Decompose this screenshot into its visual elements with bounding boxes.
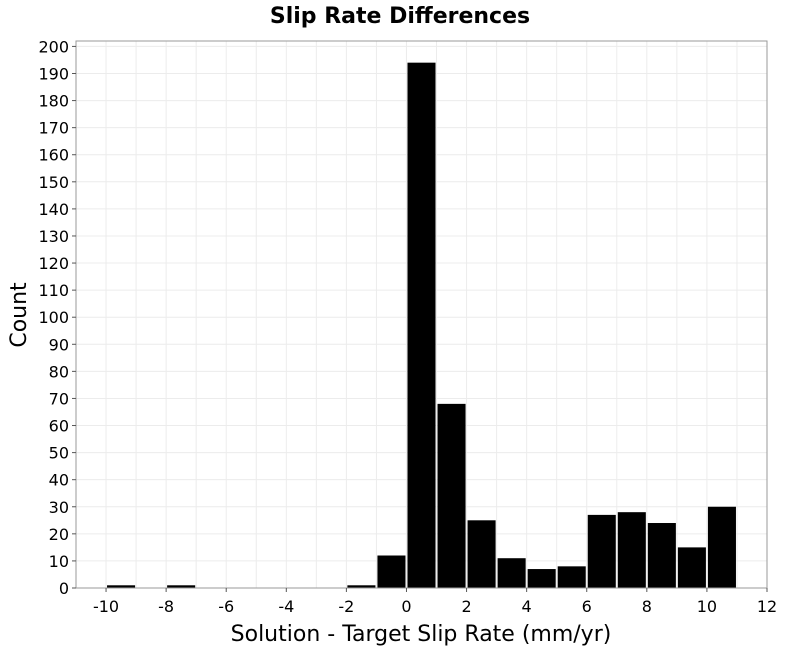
histogram-bar — [167, 585, 196, 588]
bars — [107, 62, 736, 588]
y-tick-label: 20 — [49, 525, 69, 544]
histogram-bar — [557, 566, 586, 588]
y-tick-label: 30 — [49, 498, 69, 517]
x-tick-label: 0 — [401, 597, 411, 616]
y-tick-label: 130 — [38, 227, 69, 246]
y-tick-label: 100 — [38, 308, 69, 327]
y-tick-label: 10 — [49, 552, 69, 571]
y-tick-label: 80 — [49, 362, 69, 381]
histogram-bar — [617, 512, 646, 588]
histogram-bar — [437, 403, 466, 588]
x-tick-label: -6 — [218, 597, 234, 616]
x-tick-label: 2 — [461, 597, 471, 616]
y-tick-label: 200 — [38, 37, 69, 56]
y-tick-label: 50 — [49, 444, 69, 463]
x-tick-label: 8 — [642, 597, 652, 616]
histogram-bar — [347, 585, 376, 588]
y-tick-label: 90 — [49, 335, 69, 354]
y-axis-label: Count — [7, 282, 32, 348]
histogram-bar — [677, 547, 706, 588]
y-tick-label: 60 — [49, 417, 69, 436]
x-tick-label: -2 — [338, 597, 354, 616]
y-tick-label: 140 — [38, 200, 69, 219]
y-tick-label: 40 — [49, 471, 69, 490]
plot-frame — [75, 40, 768, 589]
histogram-bar — [107, 585, 136, 588]
x-tick-label: -4 — [278, 597, 294, 616]
x-axis-label: Solution - Target Slip Rate (mm/yr) — [231, 622, 612, 647]
y-tick-label: 0 — [59, 579, 69, 598]
y-tick-label: 120 — [38, 254, 69, 273]
x-tick-label: 4 — [522, 597, 532, 616]
x-tick-label: 12 — [757, 597, 777, 616]
x-tick-label: -10 — [93, 597, 119, 616]
histogram-bar — [587, 514, 616, 588]
x-tick-label: 6 — [582, 597, 592, 616]
histogram-bar — [527, 569, 556, 588]
x-tick-label: 10 — [697, 597, 717, 616]
x-tick-label: -8 — [158, 597, 174, 616]
y-tick-label: 180 — [38, 92, 69, 111]
histogram-bar — [707, 506, 736, 588]
histogram-bar — [407, 62, 436, 588]
y-tick-label: 150 — [38, 173, 69, 192]
y-axis-ticks: 0 10 20 30 40 50 60 70 80 90 100 110 120 130 140 150 160… — [38, 37, 76, 598]
y-tick-label: 190 — [38, 64, 69, 83]
x-axis-ticks: -10 -8 -6 -4 -2 0 2 4 6 8 10 12 — [93, 588, 777, 616]
y-tick-label: 70 — [49, 389, 69, 408]
histogram-bar — [377, 555, 406, 588]
chart-title: Slip Rate Differences — [270, 4, 530, 29]
histogram-bar — [497, 558, 526, 588]
y-tick-label: 110 — [38, 281, 69, 300]
histogram-bar — [467, 520, 496, 588]
y-tick-label: 160 — [38, 146, 69, 165]
histogram-bar — [647, 523, 676, 588]
y-tick-label: 170 — [38, 119, 69, 138]
